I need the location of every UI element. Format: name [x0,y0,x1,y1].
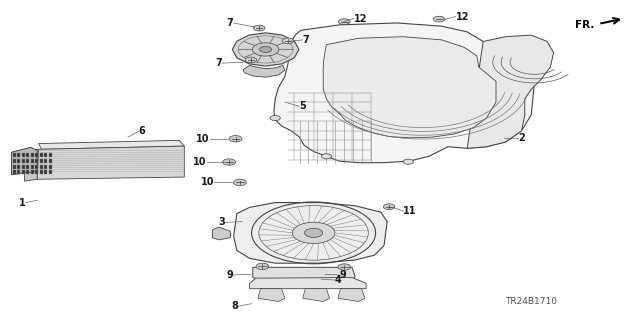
Bar [40,153,43,157]
Polygon shape [338,289,365,301]
Text: 9: 9 [339,270,346,280]
Circle shape [256,263,269,270]
Polygon shape [323,37,496,138]
Bar [40,165,43,169]
Bar [22,170,25,174]
Circle shape [338,264,351,270]
Circle shape [292,222,335,243]
Polygon shape [37,146,184,179]
Circle shape [253,25,265,31]
Polygon shape [212,227,230,240]
Polygon shape [303,289,330,301]
Bar [31,159,34,163]
Bar [26,159,29,163]
Circle shape [234,179,246,186]
Bar [13,159,16,163]
Bar [17,170,20,174]
Text: 3: 3 [218,217,225,227]
Bar [44,170,47,174]
Text: 6: 6 [138,126,145,137]
Bar [49,153,52,157]
Bar [49,165,52,169]
Bar [22,159,25,163]
Circle shape [270,115,280,121]
Bar [22,153,25,157]
Text: 10: 10 [201,177,214,188]
Text: 11: 11 [403,206,417,216]
Text: 5: 5 [299,101,306,111]
Circle shape [403,159,413,164]
Bar [26,170,29,174]
Polygon shape [232,33,299,66]
Polygon shape [24,149,38,181]
Text: 8: 8 [231,301,238,311]
Circle shape [252,43,279,56]
Polygon shape [234,203,387,263]
Text: 7: 7 [303,35,310,45]
Text: 4: 4 [335,275,342,285]
Text: 9: 9 [226,270,233,280]
Bar [26,153,29,157]
Bar [31,165,34,169]
Bar [35,159,38,163]
Circle shape [433,16,445,22]
Bar [40,170,43,174]
Text: 10: 10 [196,134,210,144]
Circle shape [223,159,236,165]
Circle shape [245,57,257,63]
Text: FR.: FR. [575,20,594,30]
Polygon shape [250,278,366,289]
Bar [31,170,34,174]
Polygon shape [253,267,355,284]
Text: 1: 1 [19,197,26,208]
Circle shape [321,154,332,159]
Bar [13,170,16,174]
Bar [44,159,47,163]
Text: 7: 7 [215,58,222,68]
Bar [17,159,20,163]
Bar [44,165,47,169]
Bar [22,165,25,169]
Text: 2: 2 [518,133,525,143]
Circle shape [260,47,271,52]
Text: 7: 7 [227,18,234,28]
Polygon shape [38,140,184,149]
Circle shape [282,38,294,44]
Polygon shape [274,23,534,163]
Bar [44,153,47,157]
Bar [35,153,38,157]
Text: 12: 12 [354,13,367,24]
Text: 10: 10 [193,157,207,167]
Bar [35,170,38,174]
Bar [49,159,52,163]
Bar [49,170,52,174]
Bar [31,153,34,157]
Bar [17,153,20,157]
Polygon shape [258,289,285,301]
Bar [17,165,20,169]
Polygon shape [243,65,285,77]
Bar [40,159,43,163]
Text: TR24B1710: TR24B1710 [505,297,557,306]
Circle shape [383,204,395,210]
Bar [13,153,16,157]
Text: 12: 12 [456,11,469,22]
Circle shape [305,228,323,237]
Polygon shape [467,35,554,148]
Circle shape [339,19,350,25]
Polygon shape [12,147,37,175]
Bar [13,165,16,169]
Bar [26,165,29,169]
Bar [35,165,38,169]
Circle shape [229,136,242,142]
